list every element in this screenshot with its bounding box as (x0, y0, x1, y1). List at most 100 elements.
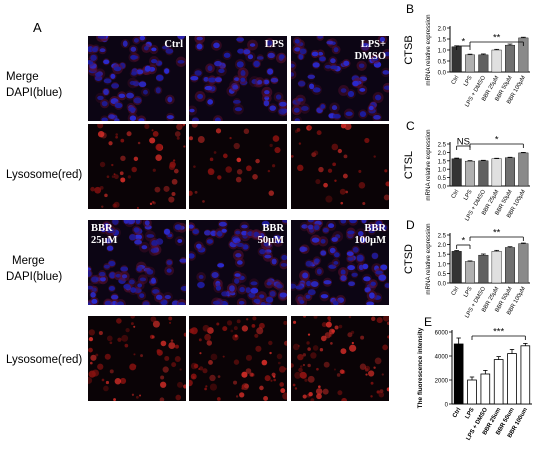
chart-title: CTSB (403, 35, 415, 64)
y-tick-label: 1.5 (438, 159, 447, 165)
chart-svg: D CTSD mRNA relative expression 0.0 0.5 1.0 1.… (403, 218, 530, 319)
bar (451, 46, 462, 73)
significance-label: ** (493, 33, 501, 44)
condition-label: LPS+ DMSO (354, 39, 387, 62)
condition-label: BBR 25μM (91, 223, 118, 246)
bar (518, 152, 529, 187)
bar (451, 158, 462, 187)
row-label-merge-dapi-2: Merge DAPI(blue) (6, 254, 62, 284)
category-label: LPS (465, 407, 476, 420)
panel-letter: B (406, 2, 414, 16)
row-label-merge-dapi-1: Merge DAPI(blue) (6, 70, 62, 100)
category-label: Ctrl (451, 75, 461, 86)
bar (451, 251, 462, 284)
category-label: LPS (463, 286, 474, 299)
chart-svg: C CTSL mRNA relative expression 0.0 0.5 1.0 1.… (403, 119, 530, 222)
y-tick-label: 1.0 (438, 262, 447, 268)
y-tick-label: 2.0 (438, 243, 447, 249)
y-axis-label: mRNA relative expression (425, 223, 432, 295)
row-label-lysosome-1: Lysosome(red) (6, 169, 83, 181)
category-label: LPS (463, 189, 474, 202)
y-tick-label: 0.0 (438, 71, 447, 77)
y-tick-label: 0 (445, 403, 449, 409)
chart-fluorescence: E The fluorescence intensity 0 2000 4000 6000… (400, 312, 550, 454)
micrograph-merge: Ctrl (88, 36, 186, 121)
significance-label: *** (493, 327, 504, 338)
micrograph-lysosome (291, 124, 389, 209)
bar (518, 243, 529, 284)
y-tick-label: 0.5 (438, 176, 447, 182)
chart-title: CTSL (403, 151, 415, 179)
y-tick-label: 1.0 (438, 168, 447, 174)
significance-label: * (495, 135, 499, 146)
micrograph-lysosome (88, 124, 186, 209)
row-label-merge: Merge (12, 255, 45, 267)
bar (480, 373, 491, 405)
micrograph-merge: BBR 50μM (189, 220, 287, 305)
y-tick-label: 2.5 (438, 143, 447, 149)
y-tick-label: 4000 (435, 355, 449, 361)
condition-label: Ctrl (164, 39, 183, 50)
y-tick-label: 0.5 (438, 272, 447, 278)
bar (493, 359, 504, 405)
micrograph-merge: BBR 100μM (291, 220, 389, 305)
bar (504, 157, 515, 187)
chart-ctsd: D CTSD mRNA relative expression 0.0 0.5 1.0 1.… (400, 215, 550, 329)
category-label: LPS (463, 75, 474, 88)
bar (491, 158, 502, 187)
significance-label: ** (493, 228, 501, 239)
category-label: Ctrl (452, 407, 463, 419)
y-tick-label: 1.5 (438, 253, 447, 259)
y-tick-label: 2000 (435, 379, 449, 385)
y-axis-label: The fluorescence intensity (417, 327, 424, 408)
micrograph-merge: LPS (189, 36, 287, 121)
significance-label: * (461, 37, 465, 48)
bar (453, 343, 464, 405)
row-label-lysosome-2: Lysosome(red) (6, 354, 83, 366)
micrograph-lysosome (189, 124, 287, 209)
y-tick-label: 1.5 (438, 38, 447, 44)
bar (491, 251, 502, 284)
chart-ctsl: C CTSL mRNA relative expression 0.0 0.5 1.0 1.… (400, 112, 550, 226)
bar (507, 353, 517, 405)
row-label-dapi: DAPI(blue) (6, 87, 63, 99)
y-tick-label: 2.5 (438, 234, 447, 240)
bar (491, 49, 502, 73)
bar (464, 160, 475, 187)
condition-label: BBR 100μM (354, 223, 386, 246)
y-tick-label: 6000 (435, 331, 449, 337)
y-axis-label: mRNA relative expression (425, 129, 432, 201)
y-tick-label: 0.5 (438, 60, 447, 66)
panel-letter: C (406, 119, 415, 133)
bar (478, 254, 489, 284)
micrograph-lysosome (88, 316, 186, 401)
y-tick-label: 2.0 (438, 151, 447, 157)
panel-letter: D (406, 218, 415, 232)
bar (520, 345, 531, 405)
chart-title: CTSD (403, 244, 415, 274)
y-tick-label: 0.0 (438, 185, 447, 191)
panel-a-label: A (33, 20, 42, 35)
y-tick-label: 0.0 (438, 282, 447, 288)
panel-letter: E (424, 315, 432, 329)
bar (464, 261, 475, 284)
bar (478, 160, 489, 187)
condition-label: LPS (264, 39, 284, 50)
micrograph-merge: LPS+ DMSO (291, 36, 389, 121)
micrograph-lysosome (291, 316, 389, 401)
bar (504, 44, 515, 73)
condition-label: BBR 50μM (257, 223, 284, 246)
bar (478, 54, 489, 73)
micrograph-lysosome (189, 316, 287, 401)
y-tick-label: 2.0 (438, 27, 447, 33)
row-label-merge: Merge (6, 71, 39, 83)
bar (464, 54, 475, 73)
category-label: Ctrl (451, 286, 461, 297)
chart-ctsb: B CTSB mRNA relative expression 0.0 0.5 1.0 1.… (400, 0, 550, 114)
category-label: Ctrl (451, 189, 461, 200)
bar (467, 379, 477, 405)
micrograph-merge: BBR 25μM (88, 220, 186, 305)
y-axis-label: mRNA relative expression (425, 14, 432, 86)
bar (504, 247, 515, 284)
